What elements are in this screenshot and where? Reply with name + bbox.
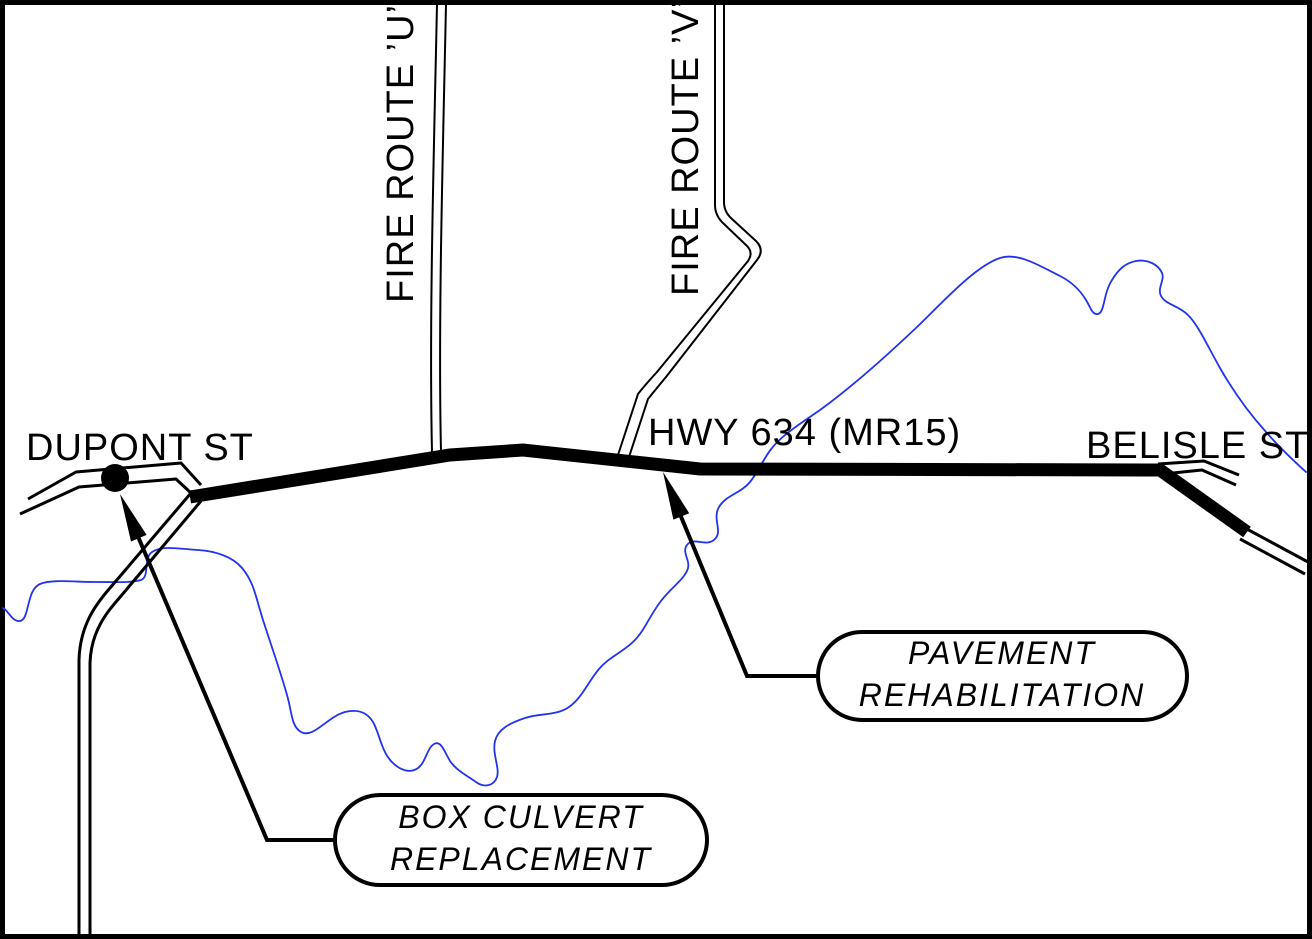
intersection-dot (101, 464, 129, 492)
south-road-edge-right (88, 500, 203, 935)
pavement-arrowhead (663, 472, 690, 520)
pavement-callout-bubble (816, 630, 1189, 722)
fire-route-u-label: FIRE ROUTE ’U’ (380, 4, 422, 303)
pavement-callout-line2: REHABILITATION (859, 677, 1145, 713)
fire-route-u-road (430, 3, 447, 453)
fire-route-v-edge-right (628, 4, 762, 458)
box-culvert-callout-line2: REPLACEMENT (390, 841, 653, 877)
box-culvert-leader (120, 494, 335, 842)
fire-route-v-edge-left (617, 4, 752, 456)
box-culvert-leader-line (126, 512, 335, 842)
box-culvert-callout-line1: BOX CULVERT (398, 799, 644, 835)
creek-line (2, 255, 1307, 787)
pavement-callout-line1: PAVEMENT (908, 635, 1096, 671)
box-culvert-callout-bubble (333, 793, 709, 887)
belisle-st-edge-top (1157, 459, 1240, 477)
hwy-634-road (188, 443, 1251, 538)
belisle-st-edge-bottom (1162, 468, 1237, 487)
belisle-st-label: BELISLE ST (1086, 425, 1309, 467)
fire-route-v-label: FIRE ROUTE ’V’ (665, 0, 707, 296)
south-road (77, 492, 203, 935)
belisle-st-road (1157, 459, 1240, 487)
pavement-leader-line (668, 489, 818, 678)
fire-route-u-edge-right (439, 3, 447, 453)
southeast-road (1239, 526, 1309, 576)
dupont-st-label: DUPONT ST (26, 427, 254, 469)
hwy-634-label: HWY 634 (MR15) (648, 412, 961, 454)
pavement-rehabilitation-callout: PAVEMENT REHABILITATION (816, 630, 1189, 722)
south-road-edge-left (77, 492, 193, 935)
southeast-road-edge-bottom (1239, 537, 1306, 576)
box-culvert-replacement-callout: BOX CULVERT REPLACEMENT (333, 793, 709, 887)
southeast-road-edge-top (1244, 526, 1309, 564)
box-culvert-arrowhead (120, 494, 147, 542)
fire-route-v-road (617, 4, 762, 458)
fire-route-u-edge-left (430, 3, 438, 453)
pavement-leader (663, 472, 818, 678)
dupont-st-edge-top (27, 461, 203, 501)
